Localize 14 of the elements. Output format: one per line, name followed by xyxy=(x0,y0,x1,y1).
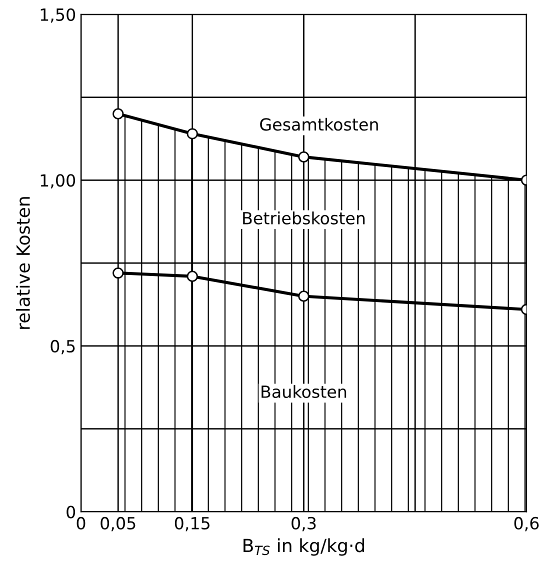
x-tick-label: 0 xyxy=(76,516,86,530)
series-label: Baukosten xyxy=(262,385,346,398)
y-tick-label: 1,00 xyxy=(40,174,76,188)
x-tick-label: 0,3 xyxy=(292,516,316,532)
x-tick-label: 0,6 xyxy=(514,516,539,532)
series-label: Betriebskosten xyxy=(243,212,365,224)
x-tick-label: 0,15 xyxy=(174,516,210,532)
y-tick-label: 0,5 xyxy=(50,340,75,354)
y-axis-title: relative Kosten xyxy=(16,197,30,329)
annotation: Gesamtkosten xyxy=(260,118,378,131)
y-tick-label: 1,50 xyxy=(40,8,76,23)
x-tick-label: 0,05 xyxy=(100,516,136,532)
x-axis-title: B$_{TS}$ in kg/kg·d xyxy=(244,538,364,556)
y-tick-label: 0 xyxy=(66,506,76,518)
